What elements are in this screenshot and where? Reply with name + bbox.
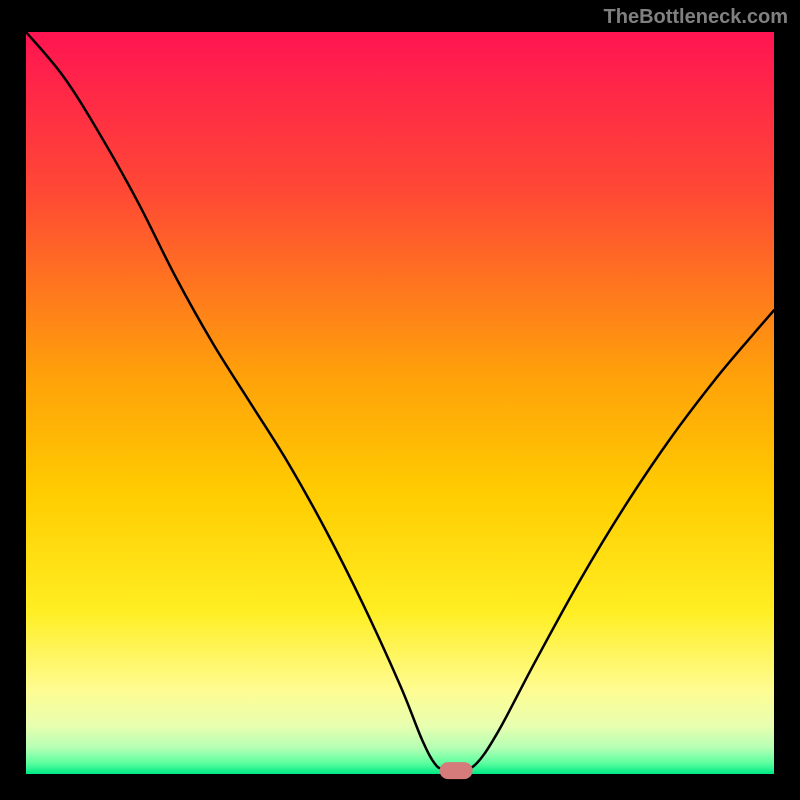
branding-label: TheBottleneck.com [604, 6, 788, 29]
chart-container: TheBottleneck.com [0, 0, 800, 800]
bottleneck-chart [0, 0, 800, 800]
plot-background [26, 32, 774, 774]
minimum-marker [440, 763, 472, 779]
